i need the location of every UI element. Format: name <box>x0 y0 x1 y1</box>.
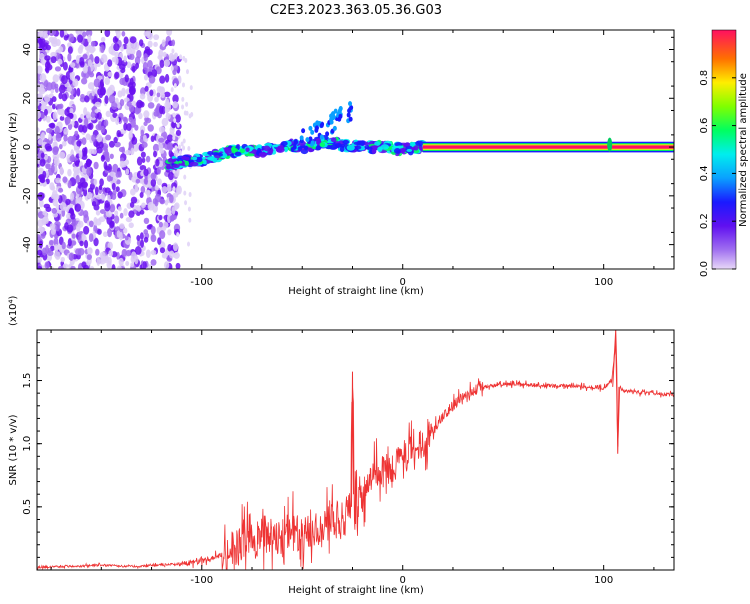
spectrogram-xtick-label: -100 <box>190 277 213 288</box>
colorbar-gradient <box>711 29 737 270</box>
snr-ticks: -100 0 100 0.5 1.0 1.5 <box>22 330 674 586</box>
snr-panel: -100 0 100 0.5 1.0 1.5 Height of straight lin… <box>8 295 675 596</box>
spectrogram-ytick-label: -40 <box>22 236 33 252</box>
snr-ylabel: SNR (10 * v/v) <box>8 414 19 485</box>
spectrogram-carrier-line <box>422 137 674 153</box>
colorbar-tick-label: 0.6 <box>699 118 710 134</box>
snr-y-multiplier: (x10⁴) <box>8 295 19 326</box>
spectrogram-xlabel: Height of straight line (km) <box>288 286 424 297</box>
spectrogram-ytick-label: 0 <box>22 144 33 150</box>
spectrogram-xtick-label: 100 <box>594 277 613 288</box>
snr-xtick-label: 100 <box>594 575 613 586</box>
snr-xlabel: Height of straight line (km) <box>288 585 424 596</box>
spectrogram-signal-trace <box>164 101 427 171</box>
spectrogram-panel: -100 0 100 -40 -20 0 20 40 Height of straight l… <box>8 29 675 297</box>
colorbar-tick-label: 0.2 <box>699 213 710 229</box>
colorbar: 0.0 0.2 0.4 0.6 0.8 Normalized spectral ampl… <box>699 29 749 277</box>
snr-ytick-label: 0.5 <box>22 499 33 515</box>
snr-carrier-spike <box>612 330 620 454</box>
snr-plot-area <box>37 330 674 570</box>
snr-line <box>37 343 674 570</box>
spectrogram-ticks: -100 0 100 -40 -20 0 20 40 <box>22 30 674 288</box>
snr-ytick-label: 1.0 <box>22 436 33 452</box>
colorbar-tick-label: 0.4 <box>699 165 710 181</box>
colorbar-label: Normalized spectral amplitude <box>738 73 749 227</box>
colorbar-ticks: 0.0 0.2 0.4 0.6 0.8 <box>699 70 736 277</box>
colorbar-tick-label: 0.8 <box>699 70 710 86</box>
spectrogram-heatmap <box>37 30 674 269</box>
spectrogram-ylabel: Frequency (Hz) <box>8 112 19 188</box>
spectrogram-frame <box>36 29 675 270</box>
spectrogram-ytick-label: 40 <box>22 43 33 56</box>
spectrogram-xtick-label: 0 <box>400 277 406 288</box>
spectrogram-ytick-label: 20 <box>22 92 33 105</box>
snr-xtick-label: -100 <box>190 575 213 586</box>
snr-spike <box>350 371 354 507</box>
figure-title: C2E3.2023.363.05.36.G03 <box>270 3 442 18</box>
snr-frame <box>36 329 675 571</box>
snr-ytick-label: 1.5 <box>22 373 33 389</box>
snr-xtick-label: 0 <box>400 575 406 586</box>
colorbar-tick-label: 0.0 <box>699 261 710 277</box>
spectrogram-noise-region <box>37 30 194 269</box>
spectrogram-ytick-label: -20 <box>22 188 33 204</box>
